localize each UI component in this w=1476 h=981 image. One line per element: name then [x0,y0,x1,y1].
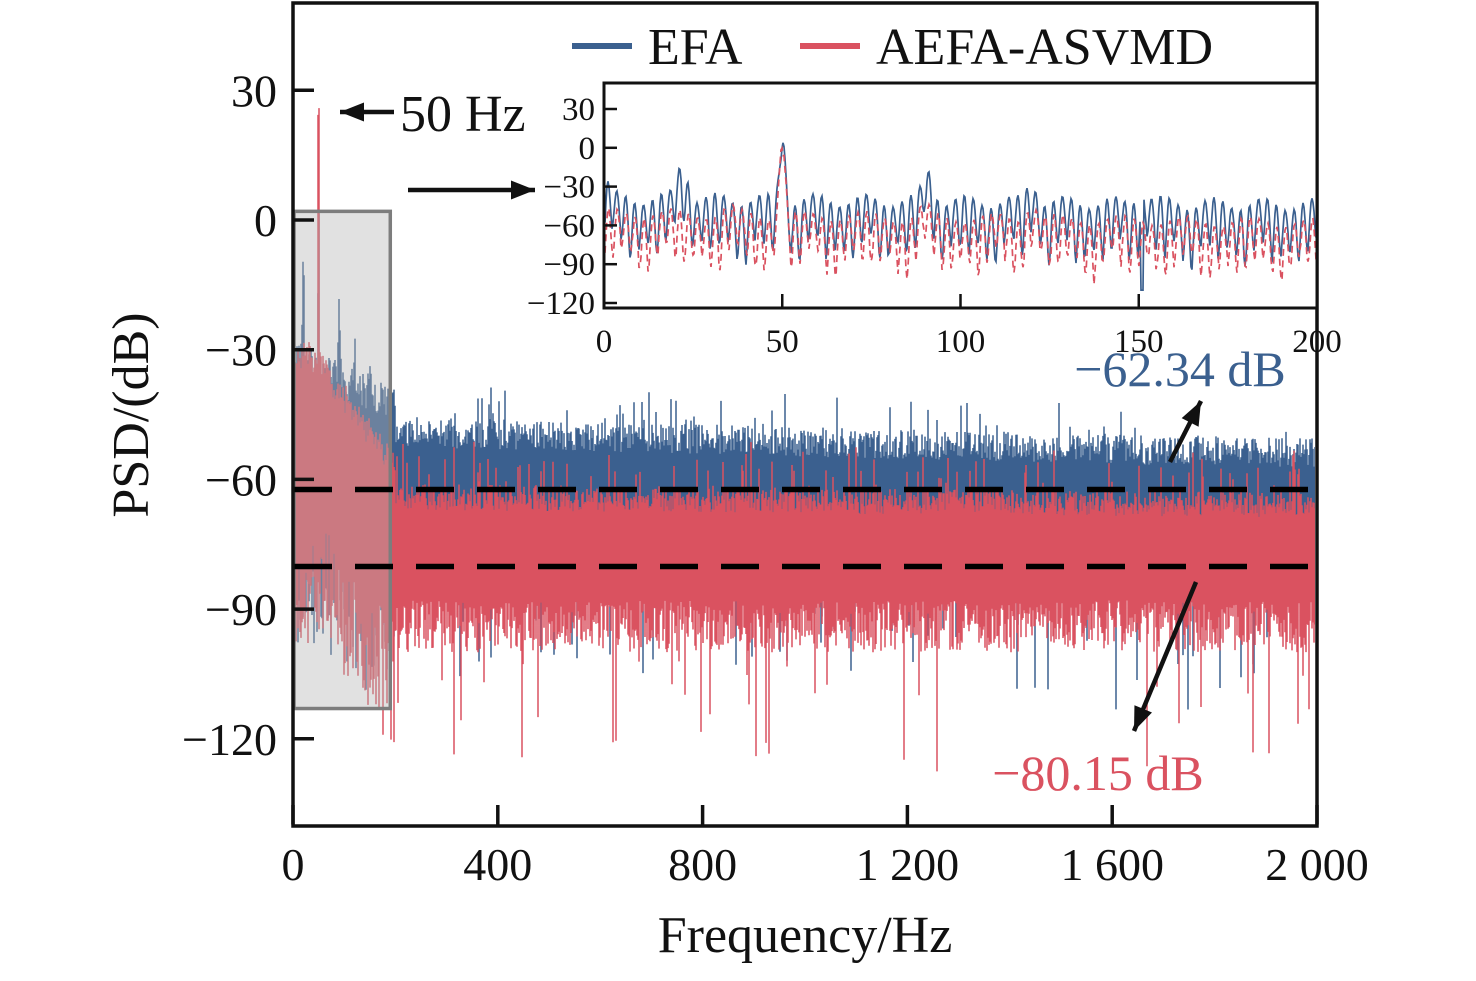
aefa-mean-annotation-arrow [1131,581,1199,732]
legend-label-aefa-asvmd: AEFA-ASVMD [876,19,1213,76]
inset-plot-border [602,81,1319,310]
inset-plot-background [604,83,1317,308]
inset-y-tick-label: 30 [562,92,595,128]
y-tick-label: −90 [205,584,277,635]
mean-reference-lines [294,486,1316,570]
y-axis-label: PSD/(dB) [103,312,160,517]
y-tick-label: −120 [182,714,277,765]
inset-x-tick-label: 100 [936,324,986,360]
y-tick-label: −60 [205,454,277,505]
x-tick-label: 2 000 [1265,839,1369,890]
inset-x-tick-label: 150 [1114,324,1164,360]
x-tick-label: 1 200 [856,839,960,890]
inset-x-tick-label: 50 [766,324,799,360]
y-tick-label: 0 [254,195,277,246]
x-tick-label: 0 [282,839,305,890]
x-tick-label: 800 [668,839,737,890]
inset-y-tick-label: 0 [579,131,596,167]
aefa-mean-annotation-label: −80.15 dB [992,745,1204,801]
inset-efa-spectrum [605,142,1316,291]
main-plot-border [291,1,1319,828]
zoom-region-box [292,209,393,711]
inset-y-tick-label: −120 [527,286,595,322]
peak-annotation-label: 50 Hz [400,86,526,143]
inset-aefa-asvmd-spectrum [605,145,1316,285]
legend: EFA AEFA-ASVMD [572,19,1213,76]
inset-x-tick-label: 0 [596,324,613,360]
x-axis-label: Frequency/Hz [658,907,953,964]
inset-psd-series [605,142,1316,291]
inset-y-tick-label: −60 [543,208,595,244]
y-tick-label: 30 [231,65,277,116]
inset-y-tick-label: −30 [543,170,595,206]
x-tick-label: 1 600 [1060,839,1164,890]
legend-label-efa: EFA [648,19,743,76]
efa-mean-annotation-label: −62.34 dB [1074,341,1286,397]
inset-x-tick-label: 200 [1292,324,1342,360]
x-tick-label: 400 [463,839,532,890]
efa-mean-annotation-arrow [1167,399,1204,464]
y-tick-label: −30 [205,325,277,376]
inset-y-tick-label: −90 [543,247,595,283]
